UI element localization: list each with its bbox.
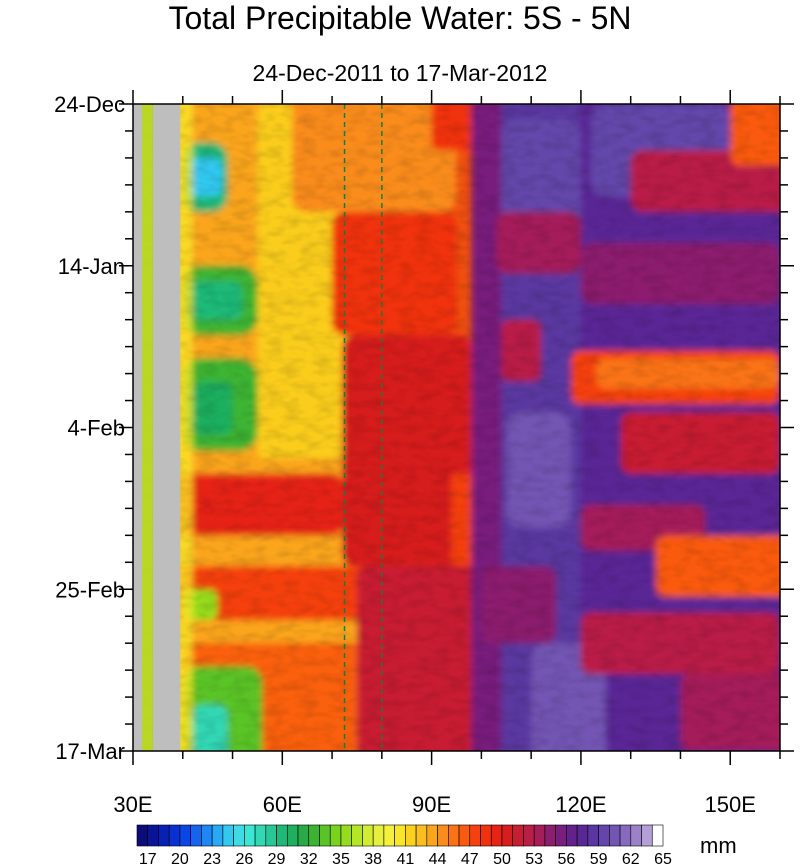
colorbar-label-6: 35 (332, 851, 350, 867)
colorbar-swatch-7 (211, 824, 224, 847)
colorbar-label-2: 23 (203, 851, 221, 867)
colorbar-swatch-5 (190, 824, 202, 847)
y-tick-label-4: 17-Mar (55, 739, 125, 764)
colorbar-swatch-33 (490, 824, 503, 847)
colorbar-label-5: 32 (300, 851, 318, 867)
colorbar-swatch-9 (233, 824, 245, 847)
colorbar-swatch-45 (619, 824, 632, 847)
colorbar-swatch-34 (501, 824, 514, 847)
colorbar-label-7: 38 (364, 851, 382, 867)
colorbar-swatch-1 (147, 824, 159, 847)
colorbar-label-12: 53 (525, 851, 543, 867)
colorbar-swatch-2 (158, 824, 170, 847)
colorbar-swatch-23 (383, 824, 395, 847)
colorbar-label-13: 56 (557, 851, 575, 867)
colorbar-label-14: 59 (590, 851, 608, 867)
colorbar-swatch-19 (340, 824, 352, 847)
y-tick-label-1: 14-Jan (58, 254, 125, 279)
colorbar-swatch-27 (426, 824, 438, 847)
colorbar-label-10: 47 (461, 851, 479, 867)
colorbar-label-1: 20 (171, 851, 189, 867)
colorbar-label-15: 62 (622, 851, 640, 867)
colorbar-swatch-44 (609, 824, 621, 847)
colorbar-swatch-15 (297, 824, 310, 847)
colorbar-swatch-38 (544, 824, 556, 847)
x-tick-label-0: 30E (113, 792, 152, 817)
colorbar-label-0: 17 (139, 851, 157, 867)
colorbar-swatch-0 (136, 824, 149, 847)
x-tick-label-2: 90E (412, 792, 451, 817)
colorbar-swatch-3 (168, 824, 181, 847)
axes: 24-Dec 14-Jan 4-Feb 25-Feb 17-Mar 30E 60E 90E 12… (54, 90, 794, 817)
colorbar-swatch-22 (372, 824, 385, 847)
colorbar: 17 20 23 26 29 32 35 38 41 44 47 50 53 56 59 62 65 (136, 824, 672, 867)
colorbar-swatch-43 (598, 824, 610, 847)
colorbar-swatch-6 (201, 824, 213, 847)
colorbar-swatch-35 (512, 824, 524, 847)
chart-subtitle: 24-Dec-2011 to 17-Mar-2012 (252, 60, 548, 86)
colorbar-swatch-21 (362, 824, 374, 847)
colorbar-swatch-48 (651, 824, 664, 847)
colorbar-swatch-47 (641, 824, 653, 847)
colorbar-swatch-11 (254, 824, 267, 847)
colorbar-swatch-26 (415, 824, 428, 847)
colorbar-swatch-42 (587, 824, 599, 847)
colorbar-swatch-24 (394, 824, 406, 847)
colorbar-swatch-37 (533, 824, 546, 847)
colorbar-swatch-40 (566, 824, 578, 847)
colorbar-swatch-46 (630, 824, 642, 847)
colorbar-swatch-4 (179, 824, 191, 847)
colorbar-label-11: 50 (493, 851, 511, 867)
y-tick-label-3: 25-Feb (55, 577, 125, 602)
colorbar-swatch-8 (222, 824, 234, 847)
colorbar-label-16: 65 (654, 851, 672, 867)
colorbar-swatch-16 (308, 824, 320, 847)
precipitable-water-field (133, 104, 780, 751)
chart-title: Total Precipitable Water: 5S - 5N (168, 0, 632, 36)
x-tick-label-4: 150E (705, 792, 756, 817)
x-tick-label-3: 120E (555, 792, 606, 817)
colorbar-swatch-39 (555, 824, 567, 847)
colorbar-swatch-31 (469, 824, 481, 847)
colorbar-swatch-14 (286, 824, 299, 847)
x-tick-label-1: 60E (263, 792, 302, 817)
y-tick-label-0: 24-Dec (54, 92, 125, 117)
colorbar-swatch-41 (576, 824, 589, 847)
colorbar-swatch-30 (458, 824, 471, 847)
colorbar-label-3: 26 (235, 851, 253, 867)
colorbar-swatch-18 (329, 824, 342, 847)
colorbar-label-8: 41 (396, 851, 414, 867)
colorbar-swatch-25 (405, 824, 417, 847)
y-tick-label-2: 4-Feb (68, 416, 125, 441)
colorbar-label-4: 29 (268, 851, 286, 867)
colorbar-swatch-36 (523, 824, 535, 847)
colorbar-label-9: 44 (429, 851, 447, 867)
colorbar-swatch-32 (480, 824, 492, 847)
colorbar-swatch-20 (351, 824, 363, 847)
colorbar-swatch-12 (265, 824, 277, 847)
colorbar-swatch-28 (437, 824, 449, 847)
colorbar-swatch-13 (276, 824, 288, 847)
colorbar-swatch-17 (319, 824, 331, 847)
colorbar-units: mm (700, 833, 737, 858)
colorbar-swatch-10 (244, 824, 256, 847)
colorbar-swatch-29 (448, 824, 460, 847)
